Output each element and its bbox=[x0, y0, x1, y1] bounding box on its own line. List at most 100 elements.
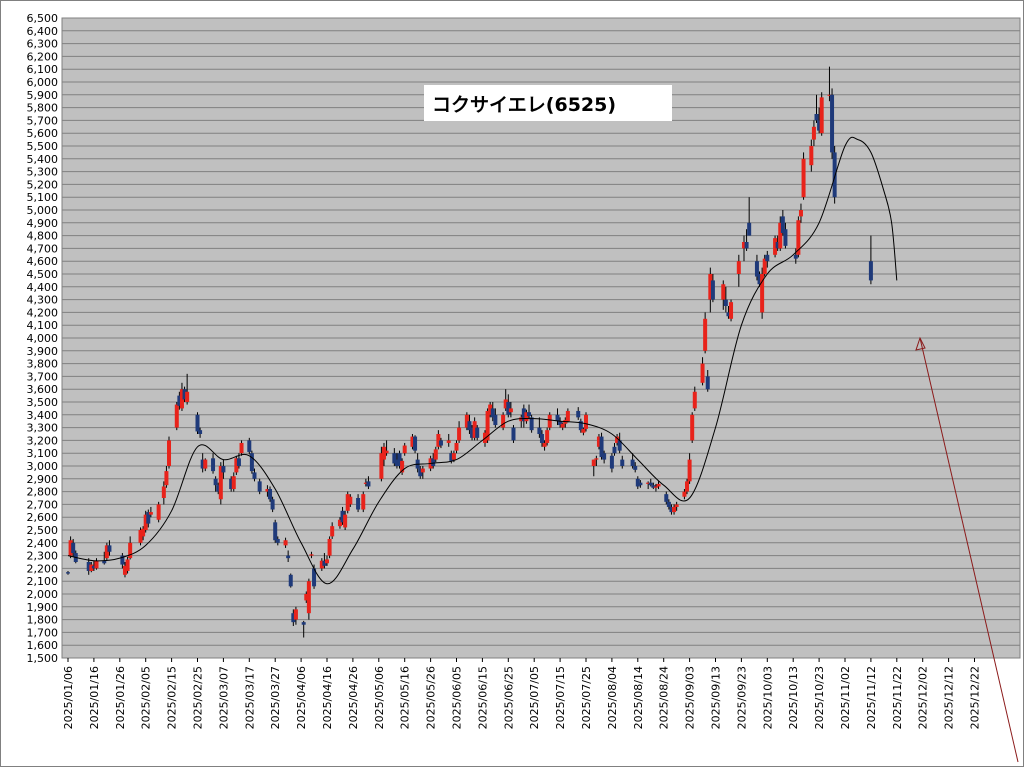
candle bbox=[327, 536, 332, 559]
candle-body-up bbox=[690, 414, 695, 441]
candle bbox=[651, 482, 656, 490]
candle bbox=[433, 446, 438, 463]
candle bbox=[304, 591, 309, 603]
candle bbox=[413, 435, 418, 454]
candle bbox=[547, 412, 552, 431]
candle bbox=[252, 468, 257, 482]
candle-body-down bbox=[182, 389, 187, 400]
candle-body-down bbox=[438, 440, 443, 446]
candle bbox=[765, 250, 770, 268]
candle-body-up bbox=[685, 481, 690, 492]
x-tick-label: 2025/07/05 bbox=[528, 666, 541, 729]
candle bbox=[617, 432, 622, 454]
candle-body-down bbox=[747, 222, 752, 236]
candle bbox=[71, 538, 76, 557]
y-tick-label: 5,100 bbox=[27, 191, 59, 204]
candle bbox=[672, 504, 677, 515]
candle bbox=[503, 389, 508, 411]
candle-body-up bbox=[674, 504, 679, 507]
candle-body-down bbox=[537, 427, 542, 434]
x-tick-label: 2025/03/17 bbox=[243, 666, 256, 729]
candle-body-up bbox=[708, 274, 713, 300]
candle bbox=[827, 66, 832, 102]
candle-body-up bbox=[381, 446, 386, 460]
candle bbox=[216, 482, 221, 495]
candle bbox=[120, 553, 125, 569]
candle-body-down bbox=[539, 434, 544, 443]
candle-body-down bbox=[392, 453, 397, 464]
candle bbox=[674, 501, 679, 511]
candle bbox=[218, 462, 223, 505]
candle bbox=[726, 306, 731, 319]
candle bbox=[832, 146, 837, 204]
y-tick-label: 3,600 bbox=[27, 383, 59, 396]
x-tick-label: 2025/12/22 bbox=[969, 666, 982, 729]
candle bbox=[809, 139, 814, 172]
candle bbox=[578, 418, 583, 433]
candle bbox=[653, 483, 658, 492]
candle bbox=[211, 453, 216, 474]
candle-body-up bbox=[94, 560, 99, 569]
candle bbox=[89, 562, 94, 573]
candle-body-down bbox=[723, 299, 728, 306]
candle bbox=[361, 491, 366, 513]
candle bbox=[599, 432, 604, 460]
candle-body-up bbox=[384, 450, 389, 454]
candle-body-up bbox=[565, 410, 570, 422]
candle-body-up bbox=[615, 436, 620, 443]
x-tick-label: 2025/06/15 bbox=[476, 666, 489, 729]
candle-body-down bbox=[783, 229, 788, 246]
candle-body-up bbox=[457, 427, 462, 441]
x-tick-label: 2025/06/25 bbox=[502, 666, 515, 729]
y-tick-label: 4,100 bbox=[27, 319, 59, 332]
candle-body-down bbox=[397, 453, 402, 466]
candle-body-down bbox=[635, 478, 640, 487]
candle bbox=[501, 412, 506, 431]
candle-body-down bbox=[651, 485, 656, 488]
candle-body-down bbox=[249, 453, 254, 472]
candle bbox=[493, 408, 498, 428]
candle-body-down bbox=[511, 427, 516, 441]
x-tick-label: 2025/02/05 bbox=[140, 666, 153, 729]
candle bbox=[146, 509, 151, 528]
candle-body-down bbox=[521, 408, 526, 422]
candle-body-down bbox=[91, 565, 96, 569]
candle-body-down bbox=[71, 542, 76, 554]
x-tick-label: 2025/10/13 bbox=[787, 666, 800, 729]
candle-body-up bbox=[801, 158, 806, 198]
candle bbox=[86, 558, 91, 575]
candle-body-up bbox=[524, 412, 529, 422]
y-tick-label: 4,300 bbox=[27, 294, 59, 307]
candle-body-up bbox=[400, 460, 405, 473]
candle-body-up bbox=[138, 530, 143, 543]
candle bbox=[581, 427, 586, 436]
y-tick-label: 3,900 bbox=[27, 345, 59, 358]
candle bbox=[213, 476, 218, 492]
candle-body-up bbox=[231, 476, 236, 490]
candle bbox=[620, 455, 625, 469]
y-tick-label: 2,300 bbox=[27, 550, 59, 563]
candle bbox=[747, 197, 752, 236]
candle bbox=[741, 235, 746, 262]
y-tick-label: 2,800 bbox=[27, 486, 59, 499]
candle bbox=[555, 408, 560, 426]
candle bbox=[527, 404, 532, 419]
candle bbox=[138, 527, 143, 546]
candle bbox=[687, 453, 692, 484]
candle-body-up bbox=[760, 274, 765, 313]
candle bbox=[868, 235, 873, 285]
candle bbox=[814, 94, 819, 123]
candle bbox=[322, 553, 327, 569]
y-tick-label: 5,900 bbox=[27, 89, 59, 102]
candle bbox=[708, 267, 713, 313]
candle-body-up bbox=[306, 581, 311, 614]
candle-body-up bbox=[304, 594, 309, 601]
candle bbox=[381, 442, 386, 466]
title-box-background bbox=[424, 85, 672, 121]
candle-body-up bbox=[560, 423, 565, 428]
candle bbox=[345, 491, 350, 514]
x-tick-label: 2025/08/14 bbox=[632, 666, 645, 729]
candle bbox=[249, 450, 254, 474]
candle bbox=[754, 254, 759, 281]
candle-body-up bbox=[501, 414, 506, 428]
